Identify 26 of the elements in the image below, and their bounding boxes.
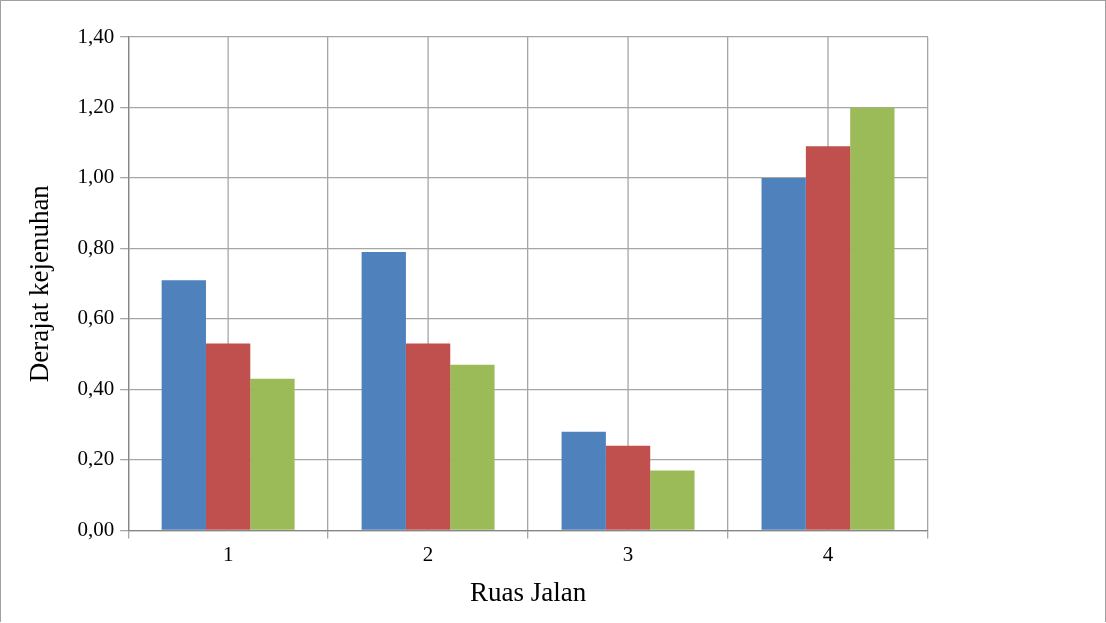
x-tick-label: 2 [422, 541, 434, 566]
y-axis-title: Derajat kejenuhan [24, 184, 55, 383]
bar [761, 177, 806, 530]
y-tick-label: 0,60 [77, 305, 115, 330]
y-tick-label: 0,80 [77, 234, 115, 259]
x-axis-title: Ruas Jalan [469, 576, 587, 607]
x-tick-label: 1 [222, 541, 234, 566]
bar [405, 343, 451, 530]
x-tick-label: 3 [622, 541, 634, 566]
bar [605, 445, 651, 530]
bar [805, 146, 851, 530]
y-tick-label: 1,00 [77, 164, 115, 189]
bar [205, 343, 251, 530]
y-tick-label: 1,40 [77, 23, 115, 48]
x-tick-label: 4 [822, 541, 834, 566]
y-tick-label: 1,20 [77, 94, 115, 118]
y-tick-label: 0,20 [77, 446, 115, 471]
bar [650, 470, 695, 530]
y-tick-label: 0,40 [77, 375, 115, 400]
bar [450, 364, 495, 530]
y-tick-label: 0,00 [77, 516, 115, 541]
bar [561, 431, 606, 530]
bar [850, 107, 895, 530]
bar [161, 280, 206, 530]
bar [361, 251, 406, 530]
bar [250, 378, 295, 530]
